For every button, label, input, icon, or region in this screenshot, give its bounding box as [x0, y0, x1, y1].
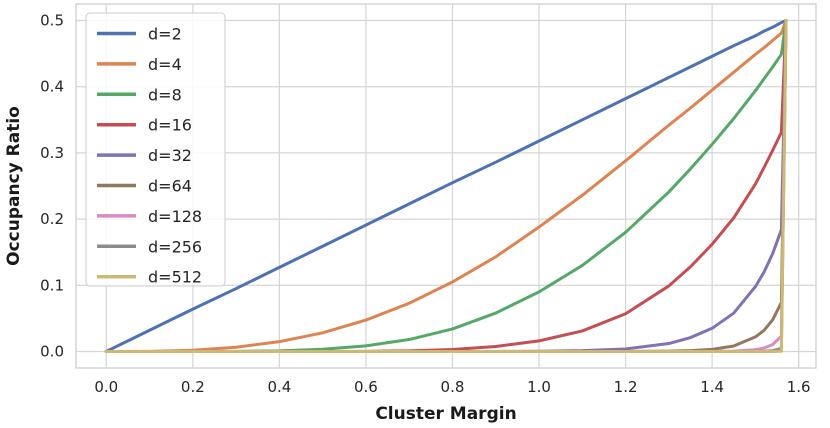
legend-label: d=8 — [148, 85, 182, 104]
series-line-d-2 — [104, 19, 788, 353]
x-tick-label: 1.0 — [527, 378, 551, 396]
y-tick-label: 0.0 — [40, 342, 64, 360]
y-axis-title: Occupancy Ratio — [4, 106, 24, 266]
x-tick-label: 0.8 — [441, 378, 465, 396]
x-tick-label: 1.4 — [700, 378, 724, 396]
x-axis-ticks: 0.0 0.2 0.4 0.6 0.8 1.0 1.2 1.4 1.6 — [94, 378, 810, 396]
x-tick-label: 0.0 — [94, 378, 118, 396]
x-tick-label: 0.4 — [267, 378, 291, 396]
y-axis-ticks: 0.0 0.1 0.2 0.3 0.4 0.5 — [40, 12, 64, 361]
y-tick-label: 0.2 — [40, 210, 64, 228]
series-layer — [104, 19, 788, 353]
y-tick-label: 0.1 — [40, 276, 64, 294]
legend-label: d=512 — [148, 268, 202, 287]
legend-label: d=128 — [148, 207, 202, 226]
x-tick-label: 0.2 — [181, 378, 205, 396]
x-tick-label: 1.2 — [614, 378, 638, 396]
legend-label: d=256 — [148, 237, 202, 256]
x-tick-label: 1.6 — [787, 378, 811, 396]
y-tick-label: 0.4 — [40, 78, 64, 96]
legend-label: d=32 — [148, 146, 192, 165]
x-tick-label: 0.6 — [354, 378, 378, 396]
legend-label: d=16 — [148, 116, 192, 135]
legend-label: d=4 — [148, 55, 182, 74]
series-line-d-4 — [104, 19, 788, 353]
y-tick-label: 0.3 — [40, 144, 64, 162]
y-tick-label: 0.5 — [40, 12, 64, 30]
legend: d=2 d=4 d=8 d=16 d=32 d=64 d=128 d=256 d=512 — [85, 12, 226, 287]
legend-box — [85, 12, 226, 287]
legend-label: d=2 — [148, 25, 182, 44]
x-axis-title: Cluster Margin — [375, 404, 516, 424]
series-line-d-512 — [104, 19, 788, 353]
legend-label: d=64 — [148, 177, 192, 196]
